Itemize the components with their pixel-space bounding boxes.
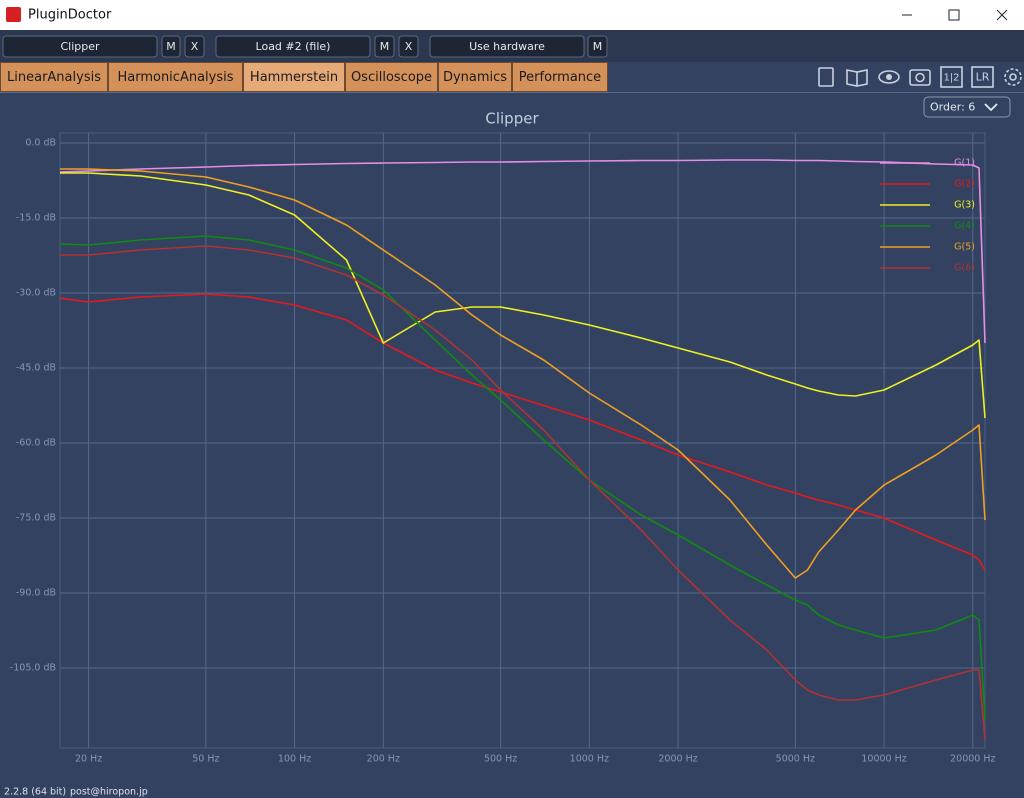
x-tick-label: 2000 Hz — [658, 754, 697, 765]
view-icon[interactable] — [878, 70, 900, 84]
tab[interactable] — [345, 62, 438, 92]
hardware-field[interactable] — [429, 35, 585, 58]
y-tick-label: -75.0 dB — [16, 513, 56, 524]
x-tick-label: 10000 Hz — [861, 754, 906, 765]
notes-icon[interactable] — [818, 67, 834, 87]
plugin-name: Clipper — [60, 40, 100, 53]
tab-label: Hammerstein — [250, 70, 338, 85]
snapshot-icon[interactable] — [909, 69, 931, 86]
tab[interactable] — [108, 62, 243, 92]
x-tick-label: 1000 Hz — [570, 754, 609, 765]
series-line — [60, 245, 986, 741]
chart: Clipper 0.0 dB -15.0 dB -30.0 dB -45.0 dB -6… — [10, 110, 996, 765]
tab[interactable] — [438, 62, 512, 92]
tab-label: Oscilloscope — [351, 70, 432, 85]
x-tick-label: 50 Hz — [192, 754, 219, 765]
order-dropdown[interactable] — [923, 96, 1011, 118]
maximize-button[interactable] — [948, 9, 960, 21]
load-label: Load #2 (file) — [256, 40, 331, 53]
legend-label: G(1) — [954, 158, 975, 169]
x-tick-label: 500 Hz — [484, 754, 517, 765]
tab-bar: LinearAnalysis HarmonicAnalysis Hammerstei… — [0, 62, 608, 92]
y-tick-label: -30.0 dB — [16, 288, 56, 299]
settings-icon[interactable] — [1004, 68, 1022, 86]
tab[interactable] — [512, 62, 608, 92]
button-label: M — [166, 40, 176, 53]
snapshot-lens — [915, 72, 925, 83]
plugin-field[interactable] — [2, 35, 158, 58]
hardware-label: Use hardware — [469, 40, 545, 53]
x-tick-label: 100 Hz — [278, 754, 311, 765]
tab-label: Performance — [519, 70, 601, 85]
x-tick-label: 200 Hz — [367, 754, 400, 765]
app-icon — [6, 7, 21, 22]
tab[interactable] — [243, 62, 345, 92]
series-line — [59, 235, 986, 721]
channel-icon[interactable] — [940, 66, 963, 88]
chart-title: Clipper — [485, 110, 539, 128]
series-line — [60, 172, 986, 419]
legend-label: G(6) — [954, 263, 975, 274]
contact: post@hiropon.jp — [70, 787, 148, 798]
series-line — [60, 168, 986, 579]
manual-icon[interactable] — [846, 69, 868, 87]
button-label: M — [380, 40, 390, 53]
tab-label: HarmonicAnalysis — [117, 70, 233, 85]
view-icon-pupil — [886, 74, 892, 80]
x-tick-label: 20000 Hz — [950, 754, 995, 765]
y-tick-label: -105.0 dB — [10, 663, 56, 674]
button[interactable] — [184, 35, 205, 58]
order-label: Order: 6 — [930, 101, 975, 114]
tab[interactable] — [0, 62, 108, 92]
stereo-icon-label: LR — [976, 71, 990, 84]
tab-label: Dynamics — [443, 70, 507, 85]
load-field[interactable] — [215, 35, 371, 58]
button[interactable] — [161, 35, 181, 58]
y-tick-label: -15.0 dB — [16, 213, 56, 224]
close-button[interactable] — [996, 9, 1008, 21]
y-tick-label: 0.0 dB — [25, 138, 56, 149]
y-tick-label: -60.0 dB — [16, 438, 56, 449]
version: 2.2.8 (64 bit) — [4, 787, 66, 798]
channel-icon-label: 1|2 — [943, 73, 959, 84]
dropdown-chevron — [984, 103, 998, 112]
button[interactable] — [587, 35, 608, 58]
series-line — [59, 293, 986, 571]
x-tick-label: 5000 Hz — [776, 754, 815, 765]
plot-frame — [59, 132, 986, 749]
tool-icons: 1|2 LR — [818, 66, 1022, 88]
button-label: M — [593, 40, 603, 53]
legend-label: G(5) — [954, 242, 975, 253]
legend-label: G(4) — [954, 221, 975, 232]
tab-label: LinearAnalysis — [7, 70, 101, 85]
x-tick-label: 20 Hz — [75, 754, 102, 765]
legend-label: G(2) — [954, 179, 975, 190]
stereo-icon[interactable] — [971, 66, 994, 88]
settings-icon-core — [1009, 73, 1017, 81]
legend-label: G(3) — [954, 200, 975, 211]
title-bar — [0, 0, 1024, 30]
button-label: X — [405, 40, 413, 53]
y-tick-label: -90.0 dB — [16, 588, 56, 599]
button[interactable] — [398, 35, 419, 58]
series-line — [59, 159, 986, 344]
y-tick-label: -45.0 dB — [16, 363, 56, 374]
button-label: X — [191, 40, 199, 53]
button[interactable] — [374, 35, 395, 58]
window-title: PluginDoctor — [28, 8, 112, 23]
